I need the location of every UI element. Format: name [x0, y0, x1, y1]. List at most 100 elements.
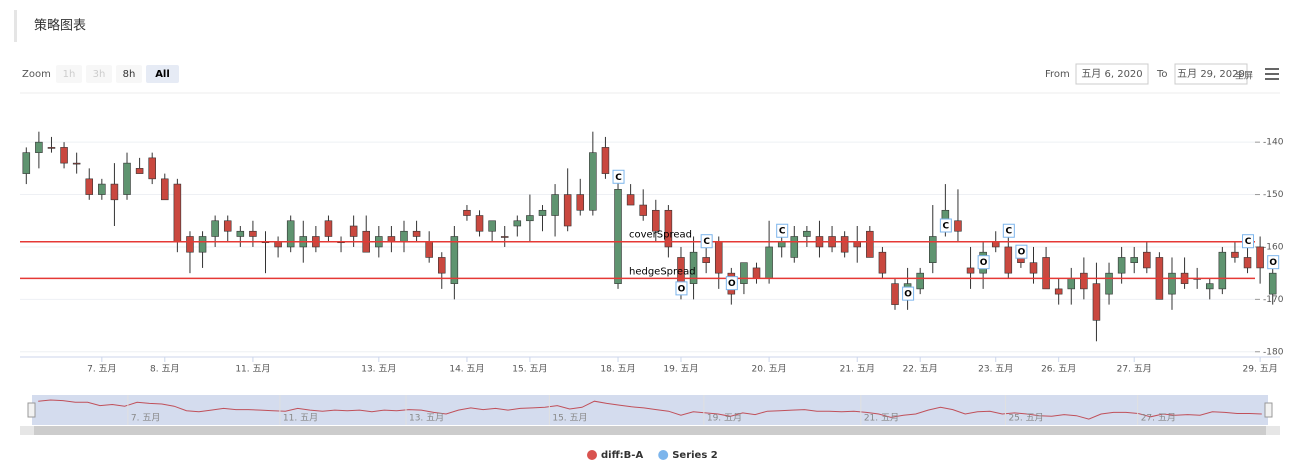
title-bar — [14, 10, 17, 42]
candle-body — [966, 267, 975, 274]
candle-body — [639, 204, 647, 216]
legend-marker[interactable] — [587, 450, 597, 460]
candle-body — [400, 230, 408, 243]
chart-title: 策略图表 — [34, 18, 86, 34]
x-tick-label: 18. 五月 — [600, 364, 635, 375]
x-tick-label: 26. 五月 — [1041, 364, 1076, 375]
flag-label: C — [1006, 227, 1013, 237]
candle-body — [198, 236, 207, 253]
scrollbar-thumb[interactable] — [34, 426, 1266, 435]
x-tick-label: 21. 五月 — [840, 364, 875, 375]
navigator-tick-label: 7. 五月 — [131, 413, 160, 424]
zoom-button-label[interactable]: 3h — [93, 69, 106, 80]
candle-body — [1054, 288, 1063, 295]
x-tick-label: 19. 五月 — [663, 364, 698, 375]
candle-body — [526, 215, 534, 222]
flag-label: C — [703, 237, 710, 247]
candle-body — [1231, 251, 1239, 258]
candle-body — [1092, 283, 1101, 321]
candle-body — [412, 230, 421, 237]
candle-body — [866, 230, 874, 258]
flag-label: O — [1269, 258, 1277, 268]
x-tick-label: 11. 五月 — [235, 364, 270, 375]
navigator-tick-label: 15. 五月 — [552, 413, 587, 424]
candle-body — [916, 272, 924, 290]
candle-body — [538, 209, 547, 216]
candle-body — [286, 220, 295, 248]
y-tick-label: -170 — [1263, 295, 1284, 305]
candle-body — [853, 241, 861, 248]
x-tick-label: 14. 五月 — [449, 364, 484, 375]
zoom-button-label[interactable]: All — [155, 69, 170, 80]
legend-label[interactable]: Series 2 — [672, 450, 718, 461]
to-input[interactable] — [1174, 63, 1248, 85]
zoom-button[interactable] — [56, 65, 82, 83]
candle-body — [652, 209, 660, 232]
candle-body — [1004, 246, 1013, 274]
x-tick-label: 13. 五月 — [361, 364, 396, 375]
flag — [776, 223, 789, 238]
legend-marker[interactable] — [658, 450, 669, 460]
candle-body — [72, 162, 81, 165]
x-tick-label: 15. 五月 — [512, 364, 547, 375]
navigator-tick-label: 11. 五月 — [283, 413, 318, 424]
candle-body — [475, 215, 484, 232]
navigator-mask[interactable] — [32, 395, 1268, 425]
flag — [977, 255, 990, 270]
y-tick-label: -160 — [1263, 242, 1284, 252]
candle-body — [47, 147, 56, 149]
candle-body — [274, 241, 282, 248]
candle-body — [22, 152, 31, 174]
candle-body — [110, 183, 119, 201]
zoom-label: Zoom — [22, 69, 51, 80]
candle-body — [249, 230, 257, 237]
candle-body — [740, 262, 748, 284]
candle-body — [840, 236, 849, 253]
zoom-button-label[interactable]: 8h — [123, 69, 136, 80]
legend-label[interactable]: diff:B-A — [601, 450, 643, 461]
candle-body — [513, 220, 522, 227]
flag-label: O — [904, 290, 912, 300]
zoom-button[interactable] — [146, 65, 179, 83]
fullscreen-button[interactable]: 全屏 — [1235, 70, 1253, 82]
candle-body — [173, 183, 182, 243]
from-date[interactable]: 五月 6, 2020 — [1081, 68, 1142, 80]
candle-body — [161, 178, 169, 201]
menu-button[interactable] — [1265, 68, 1279, 80]
flag — [675, 281, 688, 296]
flag — [1267, 255, 1280, 270]
flag-label: O — [1018, 248, 1026, 258]
candle-body — [1243, 257, 1252, 269]
plot-line-label: coverSpread — [629, 230, 692, 241]
candle-body — [689, 251, 698, 284]
candle-body — [349, 225, 358, 237]
candle-body — [123, 162, 131, 195]
flag — [725, 276, 738, 291]
candle-body — [626, 194, 635, 206]
x-tick-label: 7. 五月 — [87, 364, 116, 375]
candle-body — [387, 236, 396, 243]
zoom-button[interactable] — [116, 65, 142, 83]
candle-body — [601, 147, 610, 174]
navigator-tick-label: 21. 五月 — [864, 413, 899, 424]
candle-body — [1067, 278, 1076, 290]
x-tick-label: 27. 五月 — [1117, 364, 1152, 375]
flag — [1015, 244, 1028, 259]
flag-label: C — [615, 173, 622, 183]
to-date[interactable]: 五月 29, 2020 — [1177, 68, 1245, 80]
zoom-button[interactable] — [86, 65, 112, 83]
navigator-handle[interactable] — [1264, 402, 1273, 418]
zoom-button-label[interactable]: 1h — [63, 69, 76, 80]
candle-body — [60, 147, 68, 164]
from-input[interactable] — [1075, 63, 1149, 85]
candle-body — [500, 236, 509, 238]
candle-body — [463, 209, 471, 216]
candle-body — [425, 241, 433, 258]
navigator-line — [38, 399, 1262, 420]
candle-body — [1080, 272, 1088, 290]
navigator-handle[interactable] — [27, 402, 36, 418]
navigator-tick-label: 19. 五月 — [707, 413, 742, 424]
x-tick-label: 23. 五月 — [978, 364, 1013, 375]
candle-body — [135, 168, 144, 174]
